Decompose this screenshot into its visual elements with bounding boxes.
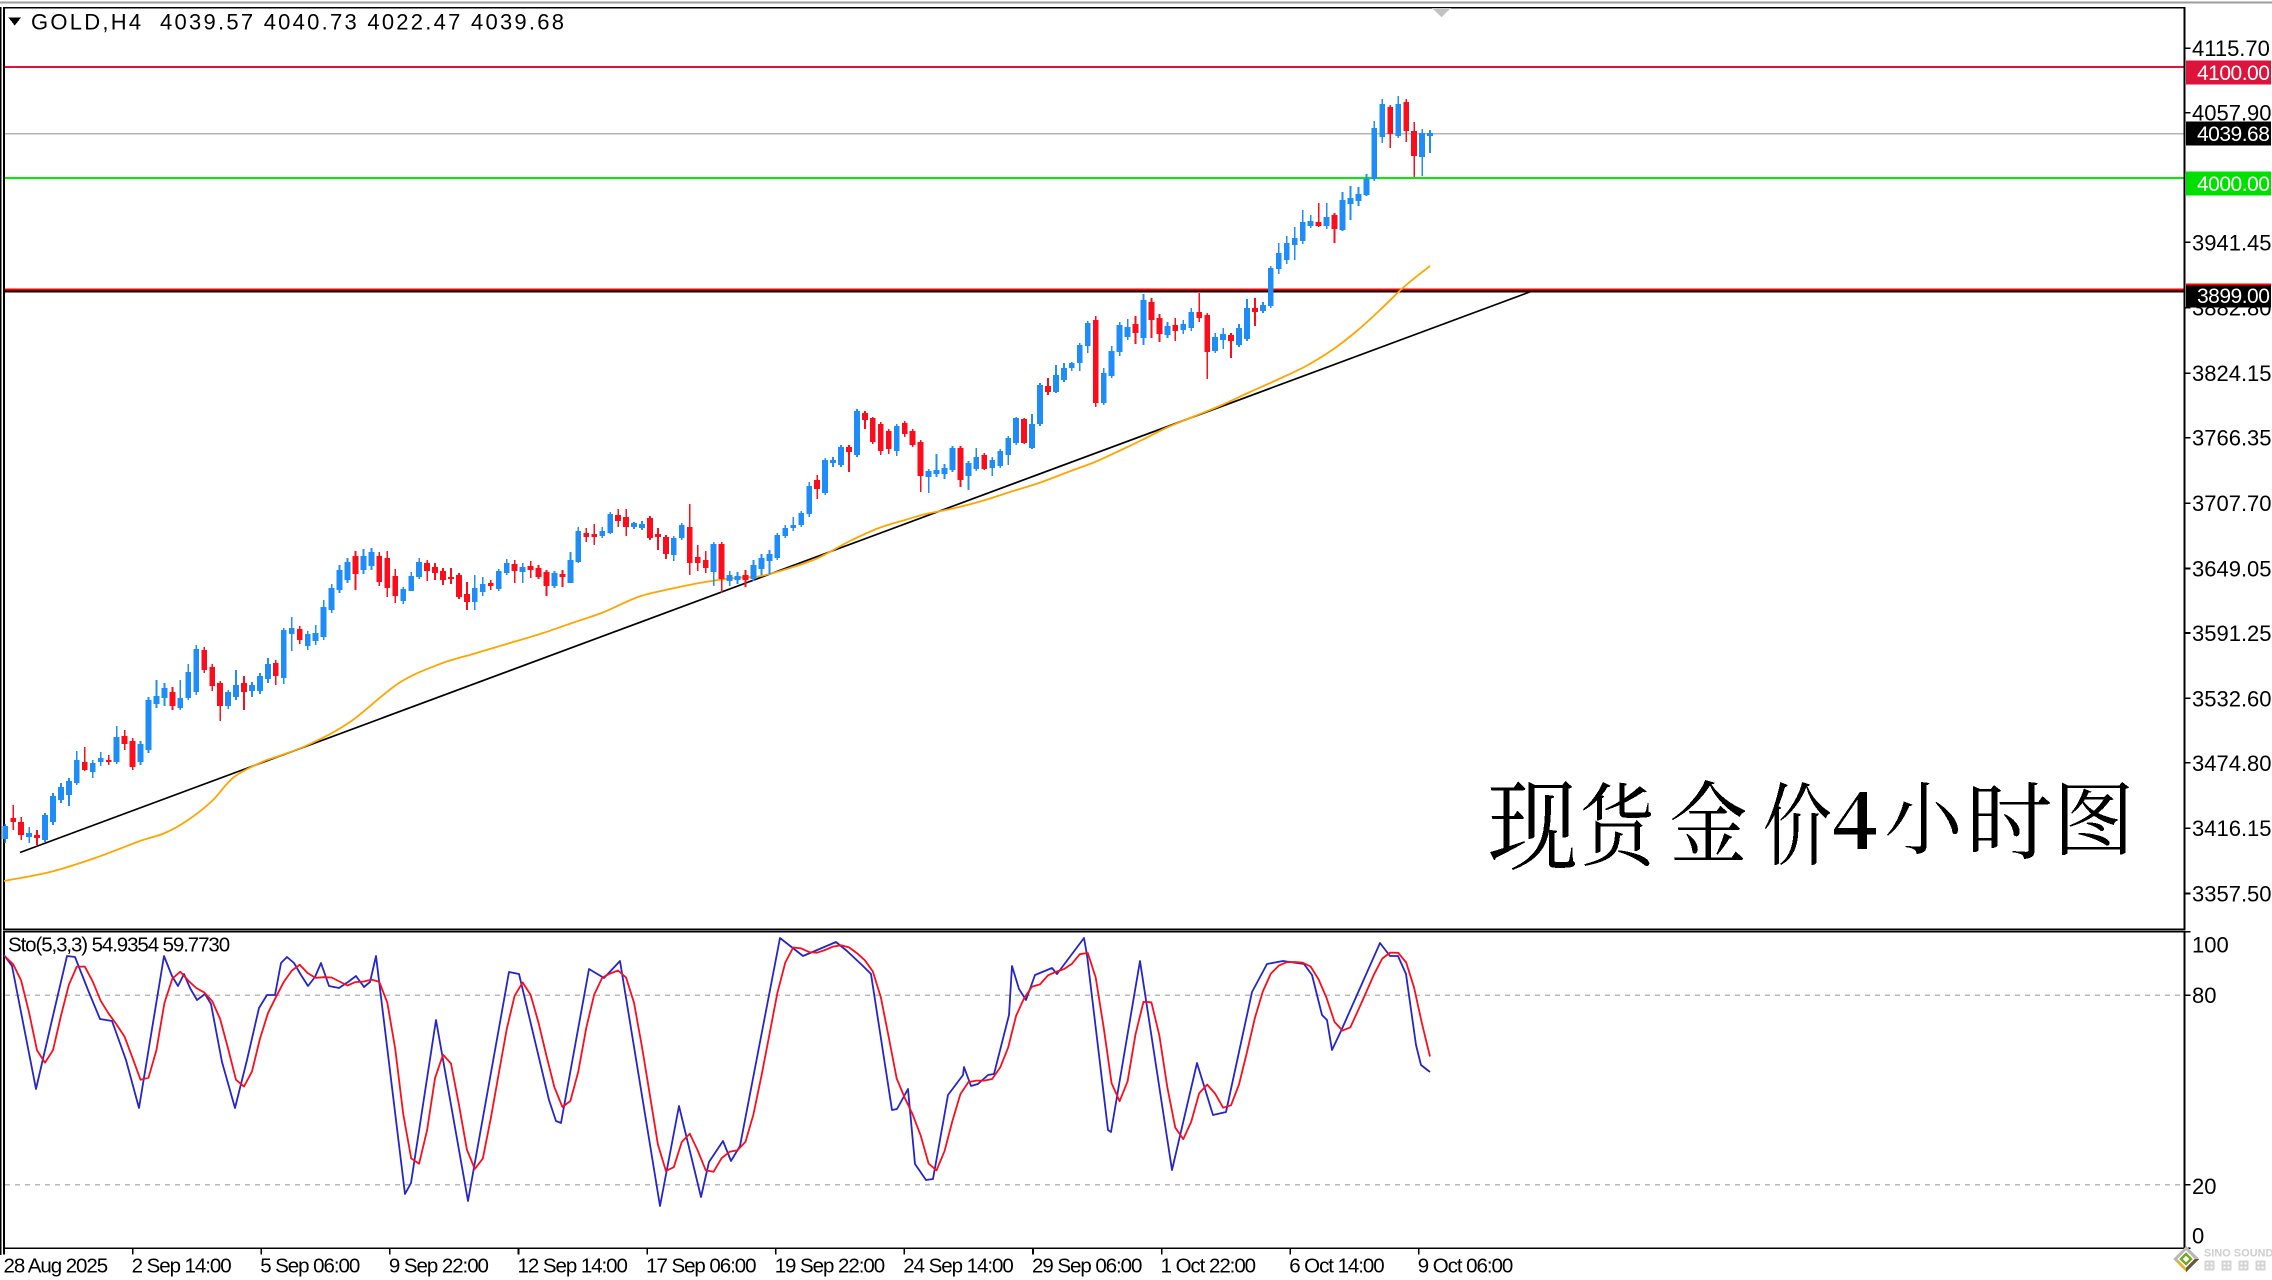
svg-text:4057.90: 4057.90 (2192, 101, 2272, 126)
svg-text:3532.60: 3532.60 (2192, 686, 2272, 711)
svg-text:Sto(5,3,3) 54.9354 59.7730: Sto(5,3,3) 54.9354 59.7730 (8, 934, 230, 957)
svg-text:19 Sep 22:00: 19 Sep 22:00 (775, 1255, 885, 1278)
svg-text:6 Oct 14:00: 6 Oct 14:00 (1289, 1255, 1384, 1278)
svg-text:9 Sep 22:00: 9 Sep 22:00 (389, 1255, 489, 1278)
svg-text:3941.45: 3941.45 (2192, 230, 2272, 255)
svg-text:3649.05: 3649.05 (2192, 556, 2272, 581)
svg-text:4039.68: 4039.68 (2197, 123, 2269, 146)
svg-text:12 Sep 14:00: 12 Sep 14:00 (518, 1255, 628, 1278)
svg-text:GOLD,H4 4039.57 4040.73 4022.: GOLD,H4 4039.57 4040.73 4022.47 4039.68 (31, 10, 566, 35)
svg-text:4115.70: 4115.70 (2192, 36, 2270, 61)
svg-text:20: 20 (2192, 1174, 2216, 1199)
svg-text:3416.15: 3416.15 (2192, 816, 2272, 841)
svg-text:3707.70: 3707.70 (2192, 491, 2272, 516)
svg-text:100: 100 (2192, 932, 2229, 957)
svg-text:4100.00: 4100.00 (2197, 62, 2269, 85)
svg-text:3591.25: 3591.25 (2192, 621, 2272, 646)
svg-text:3474.80: 3474.80 (2192, 751, 2272, 776)
svg-text:0: 0 (2192, 1223, 2204, 1248)
svg-text:3899.00: 3899.00 (2197, 285, 2269, 308)
svg-text:28 Aug 2025: 28 Aug 2025 (4, 1255, 108, 1278)
svg-text:24 Sep 14:00: 24 Sep 14:00 (903, 1255, 1013, 1278)
svg-text:3357.50: 3357.50 (2192, 881, 2272, 906)
svg-text:4000.00: 4000.00 (2197, 173, 2269, 196)
svg-text:80: 80 (2192, 983, 2216, 1008)
svg-text:2 Sep 14:00: 2 Sep 14:00 (132, 1255, 232, 1278)
svg-text:1 Oct 22:00: 1 Oct 22:00 (1161, 1255, 1256, 1278)
svg-text:29 Sep 06:00: 29 Sep 06:00 (1032, 1255, 1142, 1278)
svg-text:17 Sep 06:00: 17 Sep 06:00 (646, 1255, 756, 1278)
svg-text:9 Oct 06:00: 9 Oct 06:00 (1418, 1255, 1513, 1278)
svg-text:5 Sep 06:00: 5 Sep 06:00 (260, 1255, 360, 1278)
svg-text:3766.35: 3766.35 (2192, 426, 2272, 451)
svg-text:3824.15: 3824.15 (2192, 361, 2272, 386)
svg-text:SINO SOUND: SINO SOUND (2204, 1248, 2272, 1260)
